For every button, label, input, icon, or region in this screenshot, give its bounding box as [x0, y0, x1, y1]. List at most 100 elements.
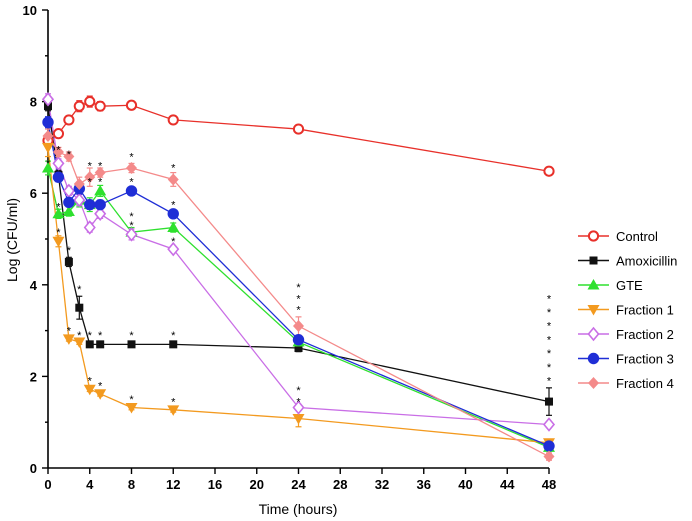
data-point — [62, 334, 75, 345]
legend-label: Amoxicillin — [616, 254, 677, 269]
significance-asterisk: * — [129, 176, 134, 188]
significance-asterisk: * — [56, 202, 61, 214]
significance-asterisk: * — [98, 160, 103, 172]
x-tick-label: 0 — [44, 477, 51, 492]
data-point — [125, 227, 138, 242]
significance-asterisk: * — [547, 362, 552, 374]
data-point — [94, 184, 107, 196]
data-point — [167, 173, 179, 186]
significance-marks: **************************************** — [46, 144, 552, 408]
data-point — [62, 205, 75, 217]
data-point — [587, 352, 600, 365]
data-point — [125, 403, 138, 414]
data-point — [94, 198, 106, 211]
x-tick-label: 8 — [128, 477, 135, 492]
data-point — [587, 230, 600, 242]
data-point — [41, 92, 55, 107]
significance-asterisk: * — [88, 160, 93, 172]
data-point — [94, 389, 107, 400]
data-point — [42, 129, 54, 142]
y-tick-label: 10 — [23, 3, 37, 18]
significance-asterisk: * — [88, 376, 93, 388]
significance-asterisk: * — [129, 330, 134, 342]
significance-asterisk: * — [547, 307, 552, 319]
data-point — [167, 114, 179, 126]
x-ticks: 0 4 8 12 16 20 24 28 32 36 40 44 48 — [44, 468, 556, 492]
significance-asterisk: * — [88, 176, 93, 188]
data-point — [42, 116, 54, 128]
legend-label: Fraction 1 — [616, 303, 674, 318]
significance-asterisk: * — [67, 149, 72, 161]
data-point — [63, 196, 75, 209]
data-point — [169, 340, 178, 349]
data-point — [94, 100, 106, 112]
x-tick-label: 32 — [375, 477, 389, 492]
significance-asterisk: * — [77, 330, 82, 342]
data-point — [167, 405, 180, 416]
data-point — [543, 450, 555, 463]
significance-asterisk: * — [129, 151, 134, 163]
series-line — [47, 106, 550, 403]
data-point — [52, 128, 65, 140]
series-line — [47, 100, 550, 172]
data-point — [587, 326, 600, 342]
significance-asterisk: * — [296, 396, 301, 408]
data-point — [73, 100, 85, 112]
significance-asterisk: * — [547, 293, 552, 305]
significance-asterisk: * — [77, 284, 82, 296]
data-point — [73, 337, 86, 349]
x-tick-label: 28 — [333, 477, 347, 492]
x-tick-label: 44 — [500, 477, 515, 492]
significance-asterisk: * — [56, 144, 61, 156]
data-point — [543, 165, 555, 177]
legend-label: Fraction 2 — [616, 327, 674, 342]
y-ticks: 0 2 4 6 8 10 — [23, 3, 48, 476]
data-point — [42, 162, 54, 173]
significance-asterisk: * — [547, 376, 552, 388]
data-point — [73, 178, 85, 191]
significance-asterisk: * — [46, 158, 51, 170]
data-point — [52, 207, 65, 219]
y-tick-label: 0 — [30, 461, 37, 476]
data-point — [292, 334, 305, 346]
data-point — [42, 142, 54, 154]
significance-asterisk: * — [547, 348, 552, 360]
data-point — [545, 397, 553, 406]
y-tick-label: 6 — [30, 186, 37, 201]
series-line — [47, 135, 550, 458]
legend-label: GTE — [616, 278, 643, 293]
series-markers — [41, 92, 556, 463]
significance-asterisk: * — [98, 380, 103, 392]
significance-asterisk: * — [296, 293, 301, 305]
significance-asterisk: * — [296, 282, 301, 294]
legend: Control Amoxicillin GTE Fraction 1 Fraction … — [578, 229, 677, 391]
significance-asterisk: * — [129, 220, 134, 232]
series-line — [47, 167, 550, 448]
significance-asterisk: * — [296, 305, 301, 317]
legend-label: Fraction 4 — [616, 376, 674, 391]
significance-asterisk: * — [296, 385, 301, 397]
data-point — [125, 185, 138, 197]
data-point — [52, 156, 65, 171]
y-tick-label: 4 — [30, 278, 38, 293]
data-point — [167, 208, 179, 220]
significance-asterisk: * — [98, 330, 103, 342]
significance-asterisk: * — [171, 330, 176, 342]
x-axis-title: Time (hours) — [259, 501, 338, 517]
y-tick-label: 2 — [30, 369, 37, 384]
significance-asterisk: * — [171, 236, 176, 248]
data-point — [292, 400, 305, 415]
significance-asterisk: * — [171, 199, 176, 211]
legend-label: Control — [616, 229, 658, 244]
x-tick-label: 20 — [250, 477, 264, 492]
data-point — [543, 440, 555, 452]
significance-asterisk: * — [171, 163, 176, 175]
data-point — [588, 377, 599, 389]
data-point — [84, 96, 96, 108]
data-point — [63, 114, 75, 126]
data-point — [85, 340, 94, 349]
data-point — [84, 198, 96, 211]
significance-asterisk: * — [547, 321, 552, 333]
legend-label: Fraction 3 — [616, 352, 674, 367]
